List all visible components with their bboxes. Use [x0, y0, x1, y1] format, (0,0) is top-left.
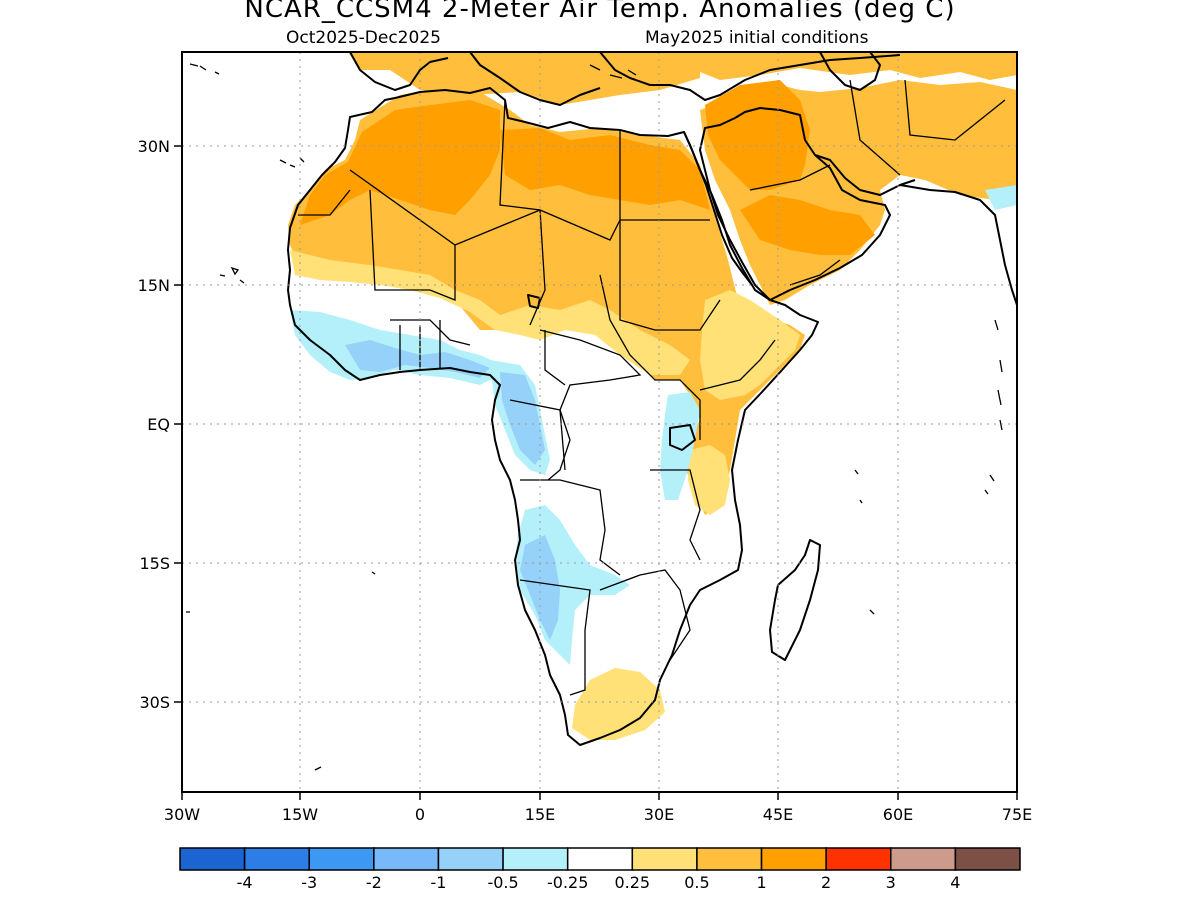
colorbar-swatch	[179, 847, 246, 871]
y-tick-label: 15S	[139, 554, 170, 573]
colorbar-swatch	[566, 847, 634, 871]
y-tick-label: 30N	[138, 137, 170, 156]
x-axis-labels: 30W 15W 0 15E 30E 45E 60E 75E	[164, 805, 1032, 824]
islands	[186, 63, 1003, 771]
colorbar-label: 1	[756, 873, 766, 892]
y-tick-label: 30S	[139, 693, 170, 712]
anomaly-libya-hot	[500, 128, 710, 210]
colorbar-label: 0.25	[614, 873, 650, 892]
anomaly-sahel-light	[290, 250, 690, 375]
colorbar-label: 3	[886, 873, 896, 892]
anomaly-gujarat-cool	[985, 185, 1017, 210]
lake-chad	[527, 294, 541, 309]
x-tick-label: 45E	[763, 805, 793, 824]
colorbar-label: 0.5	[684, 873, 709, 892]
colorbar-swatch	[437, 847, 504, 871]
x-tick-label: 15E	[525, 805, 555, 824]
anomaly-east-africa-light	[688, 445, 730, 515]
colorbar-swatch	[631, 847, 698, 871]
colorbar: -4 -3 -2 -1 -0.5 -0.25 0.25 0.5 1 2 3 4	[179, 847, 1021, 892]
anomaly-turkey-iran	[630, 52, 1017, 80]
colorbar-swatch	[308, 847, 375, 871]
colorbar-label: -0.25	[547, 873, 588, 892]
caspian-coast	[819, 51, 881, 91]
africa-coastline	[287, 87, 819, 746]
anomaly-middle-east-hot	[705, 80, 810, 190]
x-tick-label: 75E	[1002, 805, 1032, 824]
map-plot-area: 30W 15W 0 15E 30E 45E 60E 75E 30N 15N EQ…	[138, 51, 1032, 824]
y-tick-label: 15N	[138, 276, 170, 295]
anomaly-w-sahara-hot	[300, 100, 500, 225]
madagascar-coastline	[769, 539, 821, 661]
anomaly-gabon-cool	[500, 372, 545, 465]
forecast-period: Oct2025-Dec2025	[286, 28, 441, 48]
country-borders	[298, 79, 1006, 696]
colorbar-swatch	[696, 847, 763, 871]
arabia-coastline	[699, 107, 891, 301]
anomaly-south-africa-light	[572, 668, 665, 740]
anomaly-lakes-cool	[660, 392, 700, 500]
colorbar-label: -0.5	[487, 873, 518, 892]
colorbar-swatch	[825, 847, 892, 871]
colorbar-label: -1	[430, 873, 446, 892]
anomaly-horn-light	[700, 290, 800, 400]
colorbar-swatch	[502, 847, 569, 871]
anomaly-fills	[288, 52, 1017, 740]
x-tick-label: 0	[415, 805, 425, 824]
initial-conditions: May2025 initial conditions	[645, 28, 869, 48]
red-sea-west	[683, 131, 753, 286]
colorbar-label: 4	[950, 873, 960, 892]
chart-title: NCAR_CCSM4 2-Meter Air Temp. Anomalies (…	[244, 0, 956, 24]
colorbar-swatch	[243, 847, 310, 871]
colorbar-label: -3	[301, 873, 317, 892]
colorbar-swatch	[760, 847, 827, 871]
x-tick-label: 30E	[644, 805, 674, 824]
anomaly-levant-hot	[740, 195, 875, 255]
colorbar-swatch	[373, 847, 440, 871]
x-tick-label: 60E	[883, 805, 913, 824]
colorbar-label: 2	[821, 873, 831, 892]
colorbar-label: -2	[366, 873, 382, 892]
colorbar-swatch	[890, 847, 957, 871]
lake-victoria	[669, 424, 696, 451]
x-tick-label: 15W	[282, 805, 318, 824]
tick-marks	[174, 145, 1018, 800]
x-tick-label: 30W	[164, 805, 200, 824]
anomaly-namibia-cool	[520, 535, 560, 640]
map-frame	[181, 51, 1018, 793]
y-axis-labels: 30N 15N EQ 15S 30S	[138, 137, 170, 712]
coastlines	[287, 51, 1018, 746]
y-tick-label: EQ	[147, 415, 170, 434]
colorbar-label: -4	[237, 873, 253, 892]
colorbar-swatch	[954, 847, 1021, 871]
grid-lines	[182, 52, 1017, 792]
iran-india-coast	[899, 184, 1018, 306]
